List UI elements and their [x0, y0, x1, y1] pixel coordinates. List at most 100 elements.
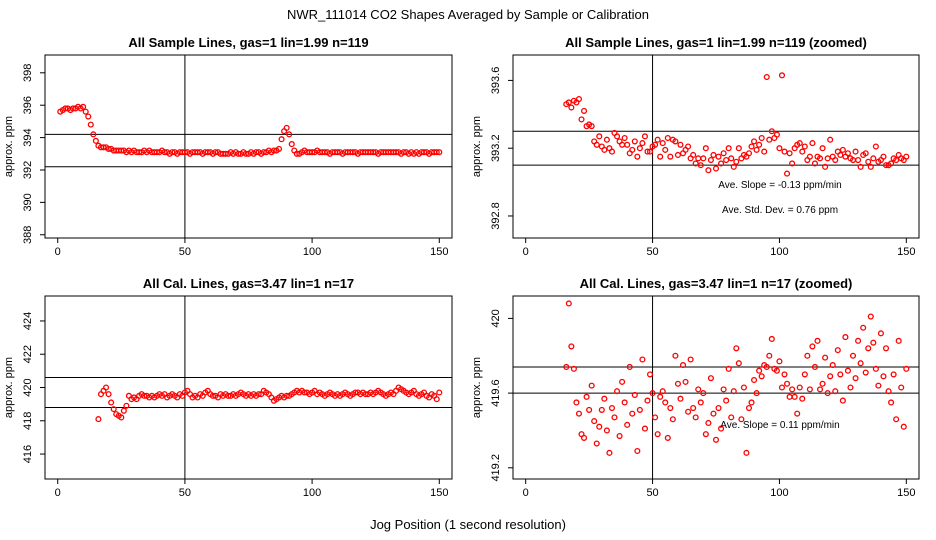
data-point: [824, 155, 831, 162]
annotation-text: Ave. Slope = -0.13 ppm/min: [718, 180, 842, 191]
data-point: [809, 140, 816, 147]
y-tick-label: 392.8: [490, 202, 502, 230]
data-point: [735, 145, 742, 152]
data-point: [730, 388, 737, 395]
data-point: [593, 440, 600, 447]
y-tick-label: 420: [22, 378, 34, 396]
x-tick-label: 50: [179, 487, 191, 499]
data-point: [690, 151, 697, 159]
panel-title: All Sample Lines, gas=1 lin=1.99 n=119 (…: [565, 35, 867, 50]
data-point: [816, 386, 824, 393]
data-point: [707, 157, 714, 164]
data-point: [436, 149, 443, 156]
data-point: [659, 388, 666, 395]
data-point: [334, 149, 341, 156]
data-point: [816, 155, 824, 162]
data-point: [692, 414, 699, 421]
data-point: [255, 391, 262, 398]
data-point: [705, 167, 712, 174]
data-point: [568, 343, 575, 350]
data-point: [844, 150, 851, 157]
data-point: [702, 145, 709, 152]
data-point: [712, 165, 720, 172]
data-point: [664, 434, 671, 441]
data-point: [639, 140, 646, 147]
annotation-text: Ave. Std. Dev. = 0.76 ppm: [722, 205, 838, 216]
data-point: [852, 148, 859, 155]
y-tick-label: 398: [22, 64, 34, 82]
data-point: [108, 399, 115, 406]
data-point: [893, 416, 900, 423]
data-point: [631, 138, 638, 145]
plot-frame: [44, 295, 453, 480]
data-point: [586, 406, 593, 413]
y-axis-label: approx. ppm: [471, 357, 483, 418]
data-point: [212, 149, 219, 156]
panel-sample-lines: All Sample Lines, gas=1 lin=1.99 n=119 0 5…: [3, 35, 453, 258]
annotation-text: Ave. Slope = 0.11 ppm/min: [720, 420, 839, 431]
data-point: [641, 133, 648, 140]
y-tick-label: 394: [22, 128, 34, 146]
y-tick-label: 393.2: [490, 134, 502, 162]
data-point: [735, 360, 742, 367]
data-point: [667, 404, 674, 412]
data-point: [811, 363, 819, 371]
data-point: [286, 131, 293, 138]
data-point: [806, 153, 813, 160]
data-point: [827, 136, 834, 143]
data-point: [903, 365, 910, 372]
data-point: [723, 157, 730, 164]
data-point: [352, 389, 359, 396]
data-point: [725, 145, 732, 152]
data-point: [118, 147, 125, 154]
data-point: [654, 431, 661, 438]
data-point: [652, 414, 659, 421]
y-tick-label: 390: [22, 193, 34, 211]
x-tick-label: 0: [55, 246, 61, 258]
data-point: [743, 449, 750, 456]
data-point: [844, 367, 851, 374]
x-tick-label: 50: [646, 487, 658, 499]
data-point: [578, 116, 585, 123]
data-point: [723, 397, 730, 404]
data-point: [565, 99, 572, 106]
y-tick-label: 420: [490, 309, 502, 327]
data-point: [580, 434, 588, 441]
data-point: [433, 396, 440, 403]
data-point: [756, 141, 763, 148]
plot-frame: [512, 54, 920, 239]
data-point: [834, 347, 841, 354]
data-point: [580, 107, 588, 114]
data-point: [827, 373, 834, 380]
data-point: [349, 149, 356, 156]
data-point: [898, 384, 905, 391]
data-point: [839, 397, 846, 404]
data-point: [819, 145, 826, 152]
data-point: [278, 136, 285, 143]
data-point: [283, 392, 290, 399]
data-point: [370, 149, 377, 156]
data-point: [105, 391, 112, 398]
data-point: [608, 148, 616, 155]
data-point: [791, 393, 798, 400]
data-point: [880, 153, 887, 160]
data-point: [181, 149, 188, 156]
data-point: [100, 144, 107, 151]
data-point: [773, 367, 780, 374]
y-tick-label: 419.6: [490, 379, 502, 407]
data-point: [783, 380, 791, 387]
data-point: [776, 358, 783, 365]
data-point: [95, 416, 102, 423]
data-point: [877, 330, 884, 337]
data-point: [768, 335, 775, 342]
data-point: [596, 423, 603, 430]
y-axis-label: approx. ppm: [3, 357, 15, 418]
data-point: [865, 158, 872, 165]
data-point: [677, 141, 684, 148]
data-point: [882, 345, 890, 352]
data-point: [857, 163, 864, 170]
data-point: [436, 389, 443, 396]
data-point: [80, 103, 87, 110]
data-point: [855, 337, 862, 344]
data-point: [847, 384, 854, 391]
